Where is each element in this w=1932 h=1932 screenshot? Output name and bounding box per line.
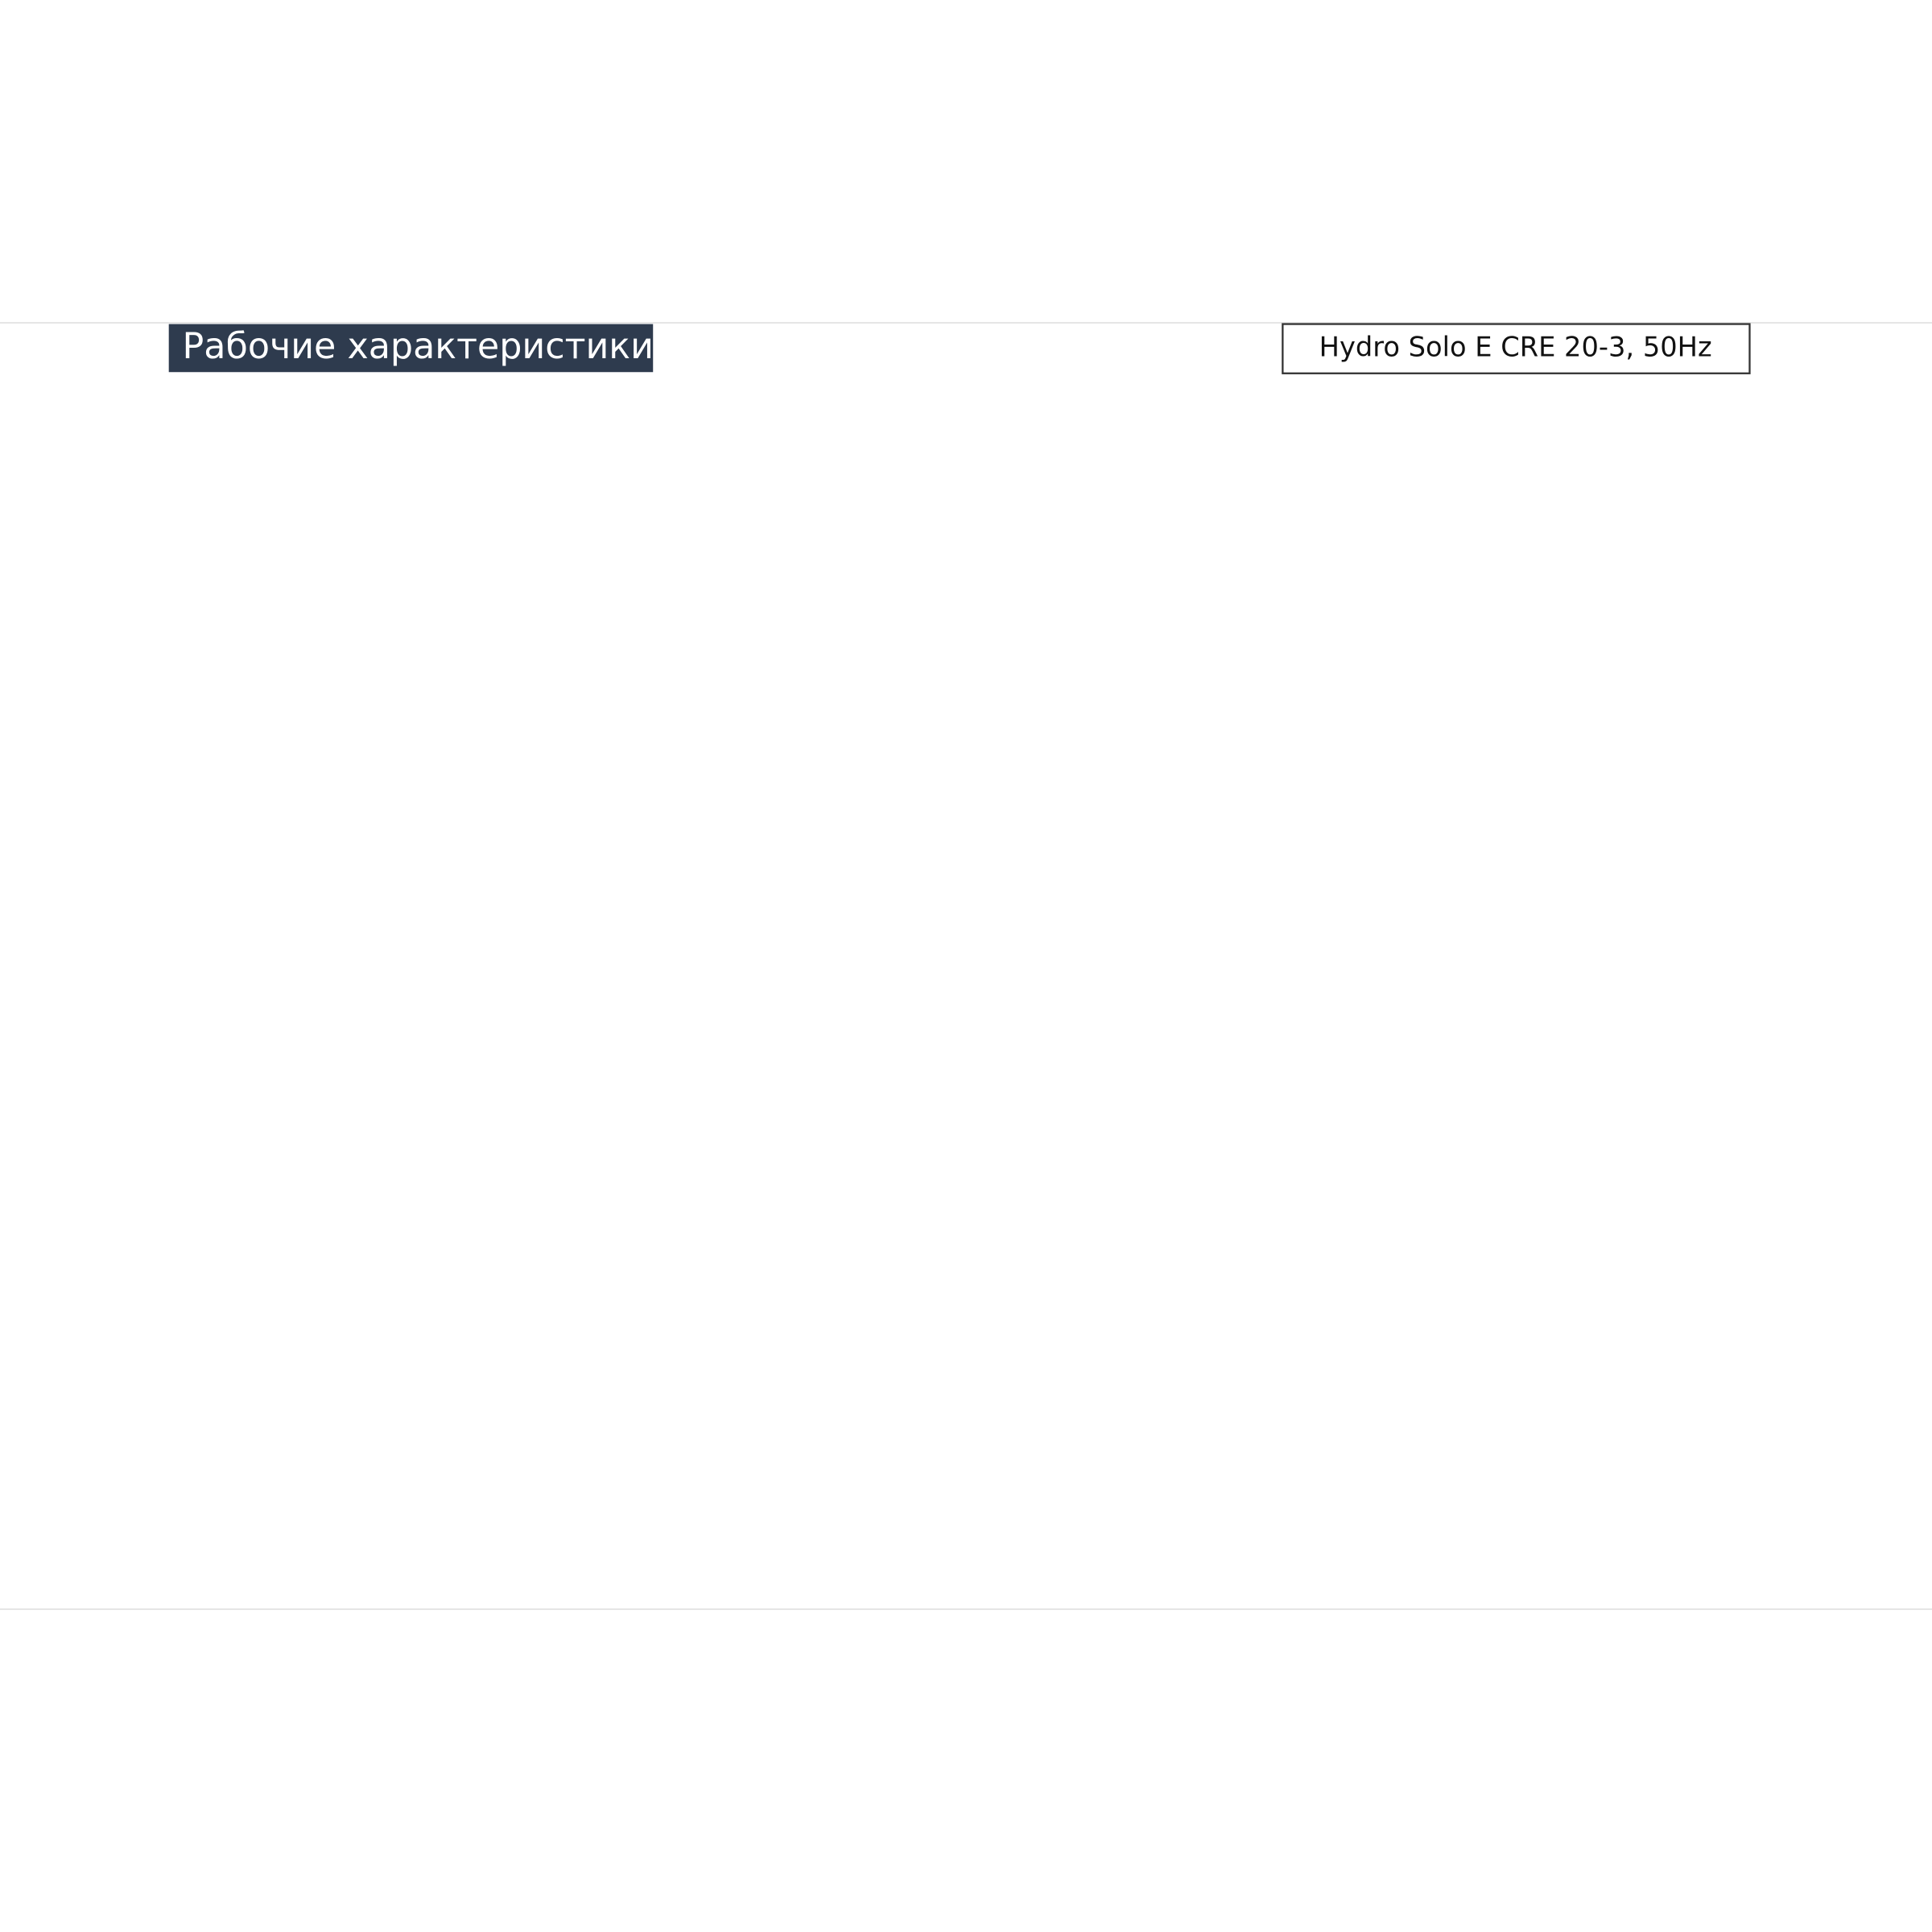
title-box (168, 324, 654, 373)
texts: Рабочие характеристики Hydro Solo E CRE … (168, 323, 1751, 374)
model-box (1282, 323, 1751, 374)
model-label: Hydro Solo E CRE 20-3, 50Hz (1319, 332, 1712, 363)
chart-title: Рабочие характеристики (183, 326, 654, 367)
